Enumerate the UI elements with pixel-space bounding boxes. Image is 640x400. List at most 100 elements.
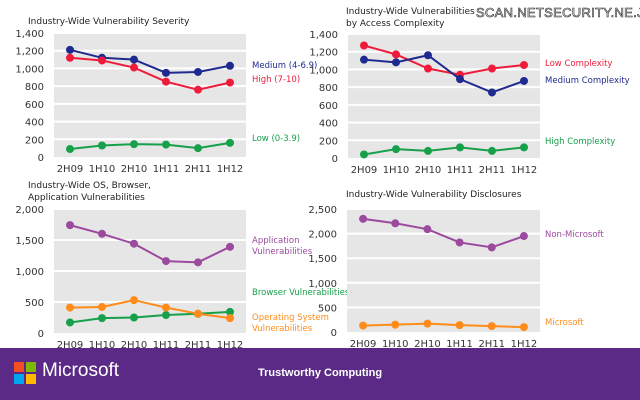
data-point <box>519 232 528 241</box>
data-point <box>520 76 528 85</box>
legend-label: High (7-10) <box>252 75 300 85</box>
data-point <box>456 75 464 84</box>
legend-label: Low Complexity <box>545 59 612 69</box>
data-point <box>130 313 138 322</box>
legend-label: Operating System <box>252 313 329 323</box>
data-point <box>456 143 464 152</box>
x-tick-label: 2H09 <box>351 165 378 176</box>
data-point <box>98 56 106 65</box>
y-tick-label: 0 <box>332 154 338 165</box>
data-point <box>488 146 496 155</box>
y-tick-label: 1,200 <box>15 47 44 58</box>
data-point <box>66 45 74 54</box>
data-point <box>519 323 528 332</box>
y-tick-label: 1,400 <box>15 29 44 40</box>
data-point <box>226 138 234 147</box>
x-tick-label: 1H10 <box>383 165 410 176</box>
y-tick-label: 1,200 <box>309 48 338 59</box>
x-tick-label: 1H10 <box>89 164 116 175</box>
x-tick-label: 2H09 <box>57 340 84 348</box>
y-tick-label: 1,500 <box>15 236 44 247</box>
data-point <box>194 85 202 94</box>
x-tick-label: 1H10 <box>382 339 409 348</box>
data-point <box>392 58 400 67</box>
y-tick-label: 2,000 <box>308 230 337 241</box>
x-tick-label: 1H12 <box>217 340 244 348</box>
y-tick-label: 1,500 <box>308 254 337 265</box>
data-point <box>424 51 432 60</box>
data-point <box>162 77 170 86</box>
brand-name: Microsoft <box>42 360 120 381</box>
y-tick-label: 500 <box>318 303 337 314</box>
chart-title: by Access Complexity <box>346 19 445 29</box>
data-point <box>455 321 464 330</box>
x-tick-label: 2H10 <box>121 164 148 175</box>
y-tick-label: 500 <box>25 298 44 309</box>
y-tick-label: 600 <box>25 100 44 111</box>
y-tick-label: 0 <box>38 329 44 340</box>
data-point <box>66 318 74 327</box>
y-tick-label: 2,500 <box>308 205 337 216</box>
data-point <box>162 311 170 320</box>
data-point <box>487 322 496 331</box>
data-point <box>391 219 400 228</box>
x-tick-label: 1H11 <box>153 164 180 175</box>
data-point <box>162 303 170 312</box>
y-tick-label: 200 <box>319 136 338 147</box>
series-line <box>363 322 524 329</box>
data-point <box>130 296 138 305</box>
data-point <box>226 314 234 323</box>
series-line <box>69 56 231 91</box>
chart-title: Application Vulnerabilities <box>28 193 145 203</box>
plot-area <box>348 34 540 158</box>
tagline: Trustworthy Computing <box>258 367 383 379</box>
data-point <box>226 78 234 87</box>
data-point <box>226 61 234 70</box>
data-point <box>391 320 400 329</box>
series-low-0-3-9-: Low (0-3.9) <box>66 134 300 154</box>
data-point <box>359 321 368 330</box>
series-line <box>69 299 231 320</box>
data-point <box>423 225 432 234</box>
series-high-complexity: High Complexity <box>360 137 615 159</box>
data-point <box>66 145 74 154</box>
y-tick-label: 800 <box>319 83 338 94</box>
y-tick-label: 600 <box>319 101 338 112</box>
y-tick-label: 0 <box>331 328 337 339</box>
x-tick-label: 2H10 <box>414 339 441 348</box>
y-tick-label: 1,000 <box>15 267 44 278</box>
series-microsoft: Microsoft <box>359 318 584 332</box>
legend-label: Application <box>252 236 300 246</box>
data-point <box>359 214 368 223</box>
x-tick-label: 2H10 <box>415 165 442 176</box>
legend-label: Microsoft <box>545 318 584 328</box>
series-medium-complexity: Medium Complexity <box>360 51 630 97</box>
data-point <box>66 53 74 62</box>
series-browser-vulnerabilities: Browser Vulnerabilities <box>66 288 350 327</box>
chart-title: Industry-Wide OS, Browser, <box>28 181 151 191</box>
chart-title: Industry-Wide Vulnerabilities <box>346 7 475 17</box>
y-tick-label: 1,400 <box>309 30 338 41</box>
data-point <box>226 242 234 251</box>
series-line <box>69 224 231 264</box>
x-tick-label: 2H11 <box>479 165 506 176</box>
data-point <box>488 64 496 73</box>
series-line <box>69 141 231 151</box>
chart-3: 0 500 1,000 1,500 2,000 2H09 1H10 2H10 1H11 2H11 1… <box>15 181 349 348</box>
x-tick-label: 2H09 <box>350 339 377 348</box>
data-point <box>194 67 202 76</box>
data-point <box>194 258 202 267</box>
data-point <box>194 144 202 153</box>
series-line <box>362 217 525 249</box>
x-tick-label: 1H12 <box>511 165 538 176</box>
data-point <box>130 140 138 149</box>
data-point <box>194 309 202 318</box>
y-tick-label: 1,000 <box>15 64 44 75</box>
data-point <box>66 221 74 230</box>
data-point <box>392 145 400 154</box>
data-point <box>98 229 106 238</box>
data-point <box>162 140 170 149</box>
y-tick-label: 400 <box>25 118 44 129</box>
data-point <box>487 243 496 252</box>
